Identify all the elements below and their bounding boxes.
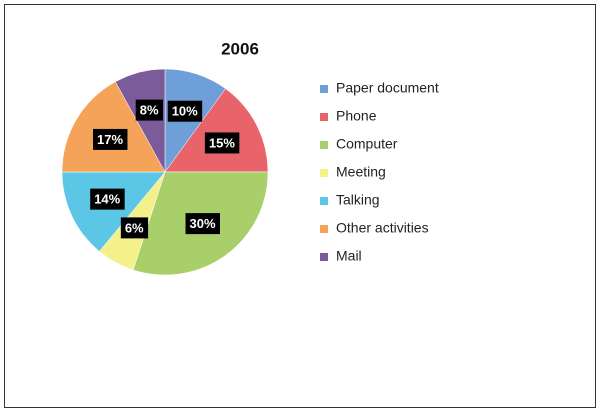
data-label-box — [185, 213, 220, 235]
data-label-box — [120, 217, 149, 239]
chart-title: 2006 — [221, 39, 259, 58]
pie-slice — [61, 81, 166, 173]
legend-label: Computer — [336, 136, 398, 152]
data-label: 15% — [209, 135, 235, 150]
legend-label: Paper document — [336, 80, 439, 96]
data-label: 30% — [190, 216, 216, 231]
legend-swatch — [320, 169, 328, 177]
data-label: 6% — [125, 220, 144, 235]
legend-swatch — [320, 113, 328, 121]
pie-slice — [61, 171, 166, 252]
data-label: 14% — [94, 192, 120, 207]
legend-label: Mail — [336, 248, 362, 264]
legend-label: Meeting — [336, 164, 386, 180]
legend-swatch — [320, 141, 328, 149]
data-label: 17% — [97, 132, 123, 147]
pie-slice — [164, 88, 269, 173]
data-label-box — [90, 188, 125, 210]
legend-label: Other activities — [336, 220, 429, 236]
data-label-box — [93, 128, 128, 150]
legend-label: Phone — [336, 108, 377, 124]
legend-swatch — [320, 85, 328, 93]
data-label-box — [167, 100, 203, 122]
data-label: 8% — [140, 103, 159, 118]
data-label-box — [135, 99, 163, 121]
legend-swatch — [320, 253, 328, 261]
legend-swatch — [320, 197, 328, 205]
legend-label: Talking — [336, 192, 380, 208]
legend-swatch — [320, 225, 328, 233]
data-label-box — [204, 132, 240, 154]
data-label: 10% — [172, 104, 198, 119]
